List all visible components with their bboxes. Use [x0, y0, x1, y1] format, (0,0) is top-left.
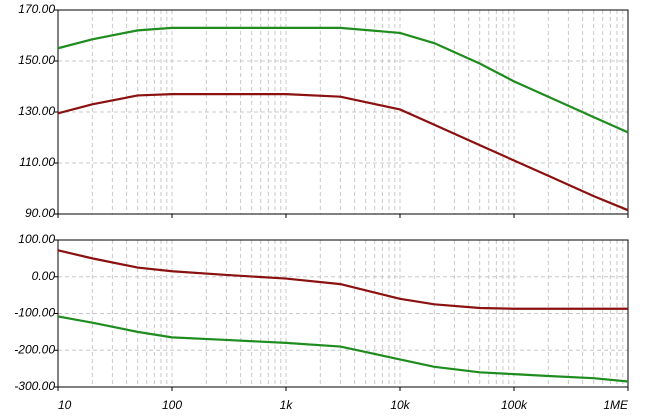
plot-frame — [57, 239, 629, 388]
x-tick-label: 100k — [501, 398, 528, 412]
y-tick-label: -300.00 — [14, 379, 55, 393]
x-tick-label: 10k — [390, 398, 410, 412]
y-tick-label: 110.00 — [19, 155, 55, 169]
y-tick-label: 150.00 — [18, 53, 55, 67]
x-tick-label: 10 — [58, 398, 72, 412]
y-tick-label: 130.00 — [18, 104, 55, 118]
plot-frame — [57, 9, 629, 215]
y-tick-label: -200.00 — [14, 342, 55, 356]
y-tick-label: 0.00 — [32, 269, 56, 283]
curve — [57, 93, 629, 212]
x-tick-label: 1k — [280, 398, 294, 412]
x-tick-label: 1ME — [603, 398, 629, 412]
y-tick-label: 170.00 — [18, 2, 55, 16]
y-tick-label: 100.00 — [18, 232, 55, 246]
curve — [57, 315, 629, 383]
x-tick-label: 100 — [162, 398, 182, 412]
curve — [57, 249, 628, 310]
curve — [57, 26, 629, 134]
y-tick-label: 90.00 — [25, 206, 55, 220]
y-tick-label: -100.00 — [14, 306, 55, 320]
